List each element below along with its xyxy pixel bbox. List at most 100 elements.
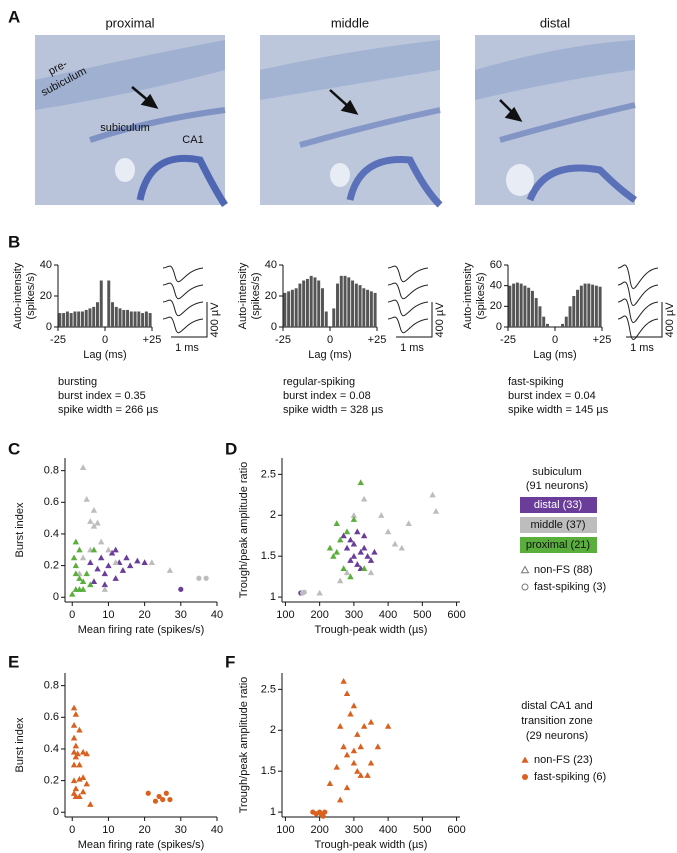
point <box>119 567 127 573</box>
caption: burst index = 0.04 <box>508 390 596 402</box>
annotation: CA1 <box>182 134 203 146</box>
bar <box>73 311 77 327</box>
point <box>336 577 344 584</box>
legend-label: distal (33) <box>534 499 582 511</box>
y-tick-label: 0.2 <box>44 775 59 787</box>
point <box>203 575 209 581</box>
point <box>357 548 364 555</box>
point <box>357 479 364 486</box>
point <box>350 512 358 518</box>
point <box>83 495 90 502</box>
legend-swatch <box>520 497 597 513</box>
x-tick-label: 0 <box>327 334 333 346</box>
point <box>105 562 112 569</box>
point <box>163 790 169 796</box>
point <box>83 780 90 787</box>
bar <box>298 283 302 327</box>
legend-marker <box>521 756 529 763</box>
point <box>330 552 337 559</box>
bar <box>542 316 546 327</box>
legend-title: (29 neurons) <box>526 730 588 742</box>
point <box>70 777 78 784</box>
point <box>343 751 351 758</box>
point <box>72 710 80 717</box>
bar <box>598 286 602 327</box>
legend-marker <box>520 565 530 574</box>
bar <box>568 306 572 327</box>
point <box>94 519 101 526</box>
bar <box>114 306 118 327</box>
point <box>72 562 80 569</box>
point <box>108 549 116 556</box>
y-tick-label: 40 <box>490 280 502 292</box>
y-tick-label: 0.2 <box>44 560 59 572</box>
x-tick-label: 0 <box>69 609 75 621</box>
point <box>134 557 141 564</box>
bar <box>519 283 523 327</box>
x-tick-label: +25 <box>593 334 612 346</box>
point <box>398 544 406 551</box>
bar <box>351 280 355 327</box>
point <box>350 516 358 522</box>
scale-bar <box>171 302 208 338</box>
y-axis-label: Auto-intensity <box>237 262 249 329</box>
waveform <box>162 282 204 300</box>
point <box>112 546 119 553</box>
y-tick-label: 0.4 <box>44 743 59 755</box>
point <box>357 772 364 778</box>
point <box>384 528 392 535</box>
caption: fast-spiking <box>508 376 564 388</box>
x-tick-label: 0 <box>552 334 558 346</box>
point <box>360 565 368 572</box>
bar <box>92 306 96 327</box>
point <box>70 722 78 728</box>
point <box>145 790 151 796</box>
point <box>123 554 130 561</box>
bar <box>332 308 336 327</box>
bar <box>141 313 145 327</box>
point <box>343 690 351 697</box>
bar <box>144 311 148 327</box>
legend-marker <box>521 583 529 591</box>
point <box>367 557 375 563</box>
point <box>196 575 202 581</box>
x-tick-label: +25 <box>143 334 162 346</box>
waveform <box>617 315 659 340</box>
x-axis-label: Lag (ms) <box>83 349 126 361</box>
x-tick-label: 500 <box>413 609 431 621</box>
point <box>160 796 166 803</box>
y-tick-label: 20 <box>265 290 277 302</box>
bar <box>321 288 324 327</box>
x-axis-label: Lag (ms) <box>533 349 576 361</box>
caption: spike width = 145 µs <box>508 404 609 416</box>
point <box>364 772 371 778</box>
bar <box>111 302 114 327</box>
x-tick-label: +25 <box>368 334 387 346</box>
y-tick-label: 0 <box>53 591 59 603</box>
point <box>343 569 351 576</box>
x-tick-label: 300 <box>345 824 363 836</box>
y-tick-label: 2 <box>270 509 276 521</box>
point <box>405 520 412 527</box>
bar <box>366 289 370 327</box>
point <box>70 748 78 755</box>
point <box>333 763 340 770</box>
bar <box>137 311 141 327</box>
x-axis-label: Trough-peak width (µs) <box>315 839 428 851</box>
bar <box>594 285 598 327</box>
panel-label: A <box>8 7 20 26</box>
legend-swatch <box>520 517 597 533</box>
x-tick-label: 600 <box>447 609 465 621</box>
point <box>79 578 87 584</box>
bar <box>309 275 313 327</box>
caption: spike width = 266 µs <box>58 404 159 416</box>
point <box>90 507 98 513</box>
bar <box>336 283 339 327</box>
x-tick-label: -25 <box>500 334 516 346</box>
point <box>367 718 375 725</box>
point <box>354 561 361 567</box>
point <box>126 562 134 569</box>
histology-image <box>35 35 228 207</box>
bar <box>579 285 583 327</box>
bar <box>88 308 92 327</box>
